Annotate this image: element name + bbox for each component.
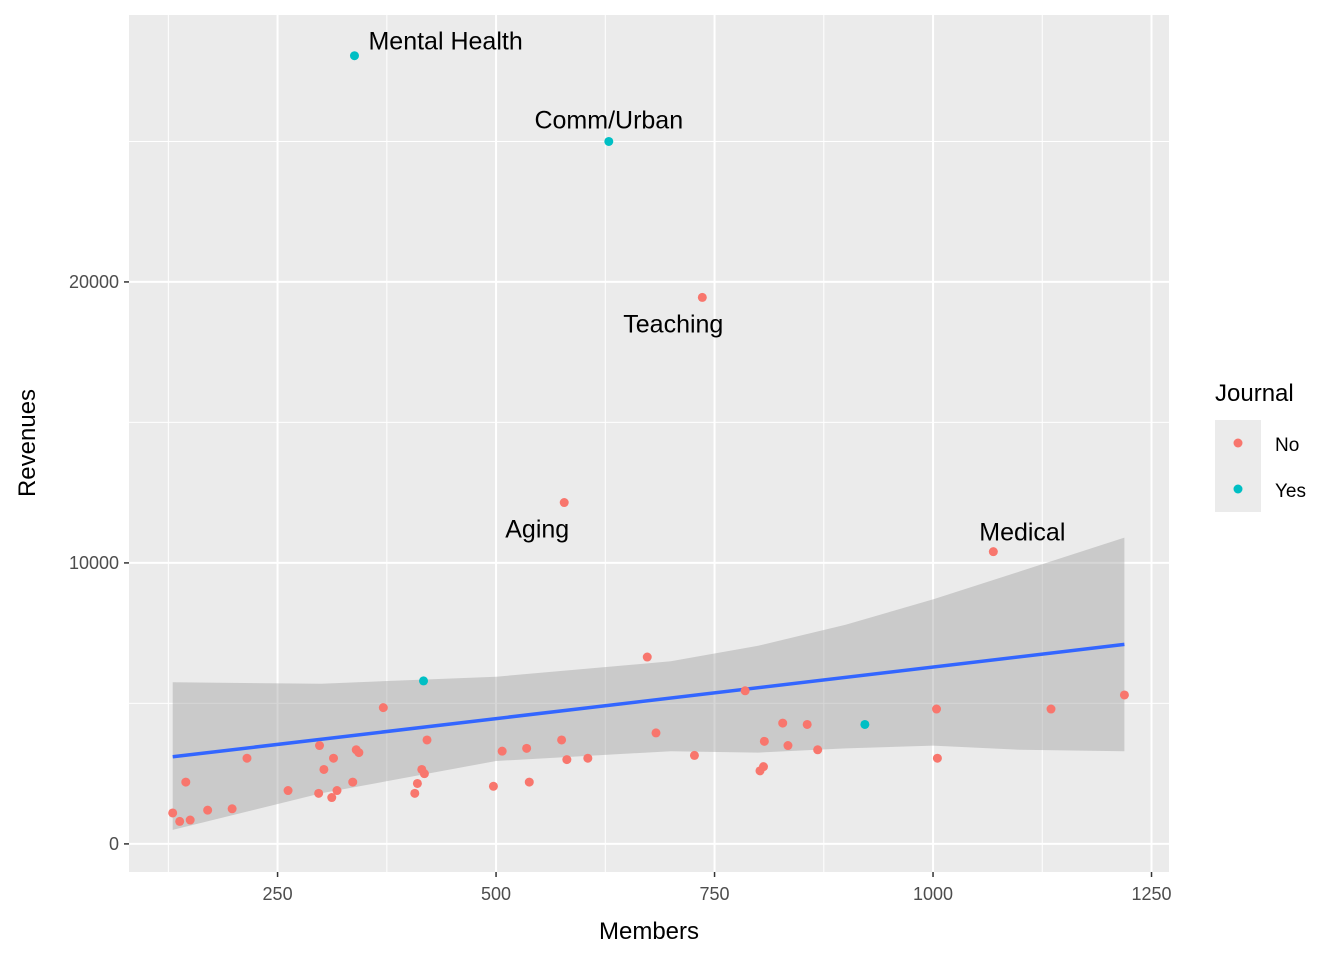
data-point-no xyxy=(524,777,534,787)
data-point-no xyxy=(583,753,593,763)
data-point-yes xyxy=(860,719,870,729)
data-point-no xyxy=(242,753,252,763)
data-point-no xyxy=(813,745,823,755)
data-point-no xyxy=(562,755,572,765)
major-gridlines xyxy=(129,15,1169,872)
data-point-no xyxy=(559,498,569,508)
data-point-no xyxy=(185,815,195,825)
y-tick-label: 0 xyxy=(109,834,119,854)
data-point-no xyxy=(988,547,998,557)
legend: Journal No Yes xyxy=(1215,380,1306,512)
data-point-no xyxy=(740,686,750,696)
data-point-no xyxy=(759,736,769,746)
data-point-no xyxy=(758,762,768,772)
data-point-no xyxy=(1119,690,1129,700)
x-axis-ticks: 250 500 750 1000 1250 xyxy=(263,872,1172,904)
data-point-no xyxy=(283,786,293,796)
data-point-no xyxy=(1046,704,1056,714)
data-point-no xyxy=(422,735,432,745)
confidence-band-area xyxy=(172,537,1125,830)
legend-label-yes: Yes xyxy=(1275,481,1306,502)
data-point-no xyxy=(642,652,652,662)
data-point-no xyxy=(932,704,942,714)
point-label: Aging xyxy=(505,516,569,544)
data-point-no xyxy=(354,748,364,758)
y-axis-ticks: 0 10000 20000 xyxy=(69,272,129,854)
data-point-no xyxy=(802,719,812,729)
legend-marker-no xyxy=(1233,438,1243,448)
data-point-no xyxy=(181,777,191,787)
data-point-no xyxy=(689,750,699,760)
point-label: Medical xyxy=(979,519,1065,547)
x-tick-label: 250 xyxy=(263,884,293,904)
confidence-band xyxy=(172,537,1125,830)
data-point-no xyxy=(348,777,358,787)
legend-marker-yes xyxy=(1233,484,1243,494)
data-point-no xyxy=(175,816,185,826)
y-axis-title: Revenues xyxy=(14,389,41,497)
data-point-no xyxy=(778,718,788,728)
data-point-no xyxy=(168,808,178,818)
point-label: Comm/Urban xyxy=(534,106,683,134)
regression-line xyxy=(172,642,1125,759)
trend-line xyxy=(172,642,1125,759)
x-tick-label: 1250 xyxy=(1131,884,1171,904)
data-point-no xyxy=(932,753,942,763)
y-tick-label: 20000 xyxy=(69,272,119,292)
data-point-no xyxy=(227,804,237,814)
x-tick-label: 1000 xyxy=(913,884,953,904)
data-point-no xyxy=(412,778,422,788)
point-label: Mental Health xyxy=(368,28,522,56)
data-point-no xyxy=(203,805,213,815)
point-label: Teaching xyxy=(623,310,723,338)
data-point-yes xyxy=(604,136,614,146)
y-tick-label: 10000 xyxy=(69,553,119,573)
data-point-no xyxy=(697,292,707,302)
data-point-no xyxy=(651,728,661,738)
data-point-no xyxy=(319,764,329,774)
data-point-no xyxy=(410,788,420,798)
minor-gridlines xyxy=(129,15,1169,872)
data-point-yes xyxy=(349,51,359,61)
data-point-no xyxy=(488,781,498,791)
x-axis-title: Members xyxy=(599,918,699,945)
data-point-no xyxy=(783,741,793,751)
data-point-no xyxy=(315,741,325,751)
data-point-no xyxy=(327,793,337,803)
legend-title: Journal xyxy=(1215,380,1294,407)
x-tick-label: 750 xyxy=(700,884,730,904)
data-point-no xyxy=(329,753,339,763)
data-point-no xyxy=(378,703,388,713)
data-point-no xyxy=(497,746,507,756)
point-annotations: Mental Health Comm/Urban Teaching Aging Medi… xyxy=(368,28,1065,547)
data-point-no xyxy=(314,788,324,798)
data-point-no xyxy=(522,743,532,753)
data-point-yes xyxy=(419,676,429,686)
data-point-no xyxy=(419,769,429,779)
data-points xyxy=(168,51,1129,826)
data-point-no xyxy=(332,786,342,796)
plot-panel xyxy=(129,15,1169,872)
legend-label-no: No xyxy=(1275,435,1299,456)
x-tick-label: 500 xyxy=(481,884,511,904)
data-point-no xyxy=(557,735,567,745)
